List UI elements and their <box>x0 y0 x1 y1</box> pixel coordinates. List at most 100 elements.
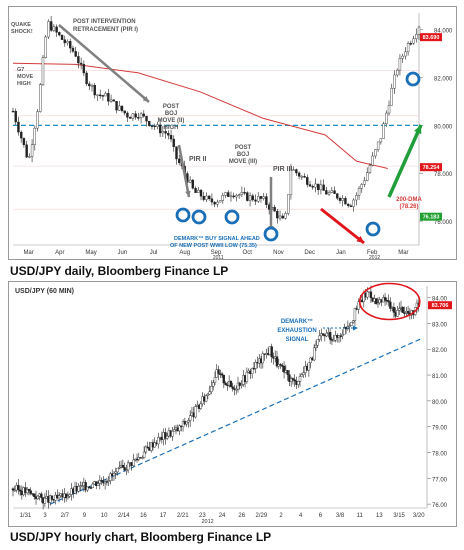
g7-label: G7 <box>17 67 24 73</box>
hourly-x-tick-label: 3/8 <box>336 513 345 519</box>
daily-candle <box>205 195 208 200</box>
daily-candle <box>251 195 254 201</box>
daily-candle <box>66 41 69 44</box>
daily-candle <box>297 172 301 177</box>
daily-x-tick-label: Jul <box>150 250 158 256</box>
hourly-x-tick-label: 2/29 <box>256 513 268 519</box>
daily-candle <box>58 32 61 36</box>
daily-x-tick-label: Oct <box>243 250 253 256</box>
daily-price-badge-text: 76.183 <box>423 215 440 221</box>
demark-marker <box>263 226 279 242</box>
hourly-y-tick-label: 81.00 <box>432 374 448 380</box>
hourly-candle <box>144 446 148 453</box>
hourly-candle <box>68 494 71 497</box>
hourly-candle <box>222 374 226 384</box>
rally-green-arrow-head <box>414 125 422 135</box>
daily-candle <box>194 188 197 193</box>
daily-candle <box>295 169 298 174</box>
hourly-candle <box>112 472 116 476</box>
hourly-x-tick-label: 17 <box>160 513 167 519</box>
daily-x-tick-label: Feb <box>367 250 378 256</box>
hourly-candle <box>325 332 328 337</box>
hourly-candle <box>254 361 257 369</box>
daily-candle <box>41 57 45 85</box>
daily-candle <box>164 131 167 134</box>
daily-x-tick-label: Apr <box>55 250 64 256</box>
hourly-candle <box>316 339 319 346</box>
daily-candle <box>55 26 58 33</box>
hourly-candle <box>217 369 220 374</box>
daily-candle <box>341 198 344 201</box>
daily-candle <box>390 88 393 106</box>
boj2-label: MOVE (II) <box>158 118 185 124</box>
daily-y-tick-label: 80.000 <box>434 124 453 130</box>
hourly-candle <box>17 484 20 491</box>
dma-value-label: (78.26) <box>399 204 418 210</box>
boj3-label: POST <box>235 145 252 151</box>
hourly-candle <box>107 480 110 483</box>
hourly-candle <box>116 467 119 473</box>
daily-candle <box>30 144 34 157</box>
hourly-candle <box>270 346 273 357</box>
hourly-candle <box>350 321 353 326</box>
daily-x-tick-label: Jun <box>117 250 127 256</box>
daily-candle <box>101 95 105 97</box>
hourly-x-tick-label: 24 <box>219 513 226 519</box>
daily-candle <box>69 41 72 49</box>
daily-x-tick-label: Nov <box>273 250 284 256</box>
exhaustion-label: EXHAUSTION <box>277 328 316 334</box>
hourly-candle <box>351 320 355 323</box>
daily-candle <box>98 94 102 97</box>
hourly-x-tick-label: 9 <box>83 513 87 519</box>
daily-candle <box>368 165 372 173</box>
daily-candle <box>33 127 36 145</box>
daily-candle <box>175 146 178 160</box>
daily-candle <box>79 62 83 65</box>
daily-candle <box>281 215 284 219</box>
hourly-x-tick-label: 2/21 <box>177 513 189 519</box>
hourly-x-tick-label: 1/31 <box>20 513 32 519</box>
daily-candle <box>248 195 252 201</box>
daily-candle <box>60 34 64 40</box>
hourly-candle <box>321 333 325 336</box>
daily-candle <box>284 213 287 219</box>
daily-candle <box>112 99 116 102</box>
hourly-candle <box>57 495 61 499</box>
daily-x-tick-label: Mar <box>398 250 408 256</box>
daily-candle <box>25 144 28 158</box>
daily-candle <box>19 131 23 139</box>
daily-chart-caption: USD/JPY daily, Bloomberg Finance LP <box>10 264 229 278</box>
hourly-candle <box>84 482 87 491</box>
daily-candle <box>379 138 383 143</box>
hourly-candle <box>126 462 130 471</box>
daily-candle <box>336 193 339 199</box>
hourly-candle <box>307 362 311 371</box>
daily-candle <box>262 196 265 199</box>
daily-candle <box>259 196 263 199</box>
hourly-candle <box>199 403 203 409</box>
hourly-candle <box>43 497 47 504</box>
daily-candle <box>319 184 323 191</box>
hourly-candle <box>25 489 29 494</box>
hourly-candle <box>121 464 125 468</box>
hourly-candle <box>123 467 126 471</box>
daily-candle <box>246 192 249 201</box>
daily-candle <box>409 43 413 45</box>
hourly-candle <box>50 495 54 500</box>
daily-candle <box>257 196 260 202</box>
decline-red-arrow <box>320 207 365 245</box>
daily-candle <box>316 183 320 191</box>
daily-candle <box>363 180 366 185</box>
daily-candle <box>137 117 140 119</box>
daily-candle <box>404 51 407 57</box>
daily-candle <box>349 205 353 207</box>
daily-x-tick-label: Dec <box>304 250 315 256</box>
daily-candle <box>145 115 148 122</box>
daily-candle <box>188 179 192 183</box>
daily-candle <box>115 101 118 111</box>
daily-y-tick-label: 78.000 <box>434 172 453 178</box>
daily-candle <box>322 184 325 191</box>
hourly-candle <box>288 374 291 382</box>
hourly-candle <box>109 473 112 481</box>
g7-label: HIGH <box>17 81 31 87</box>
